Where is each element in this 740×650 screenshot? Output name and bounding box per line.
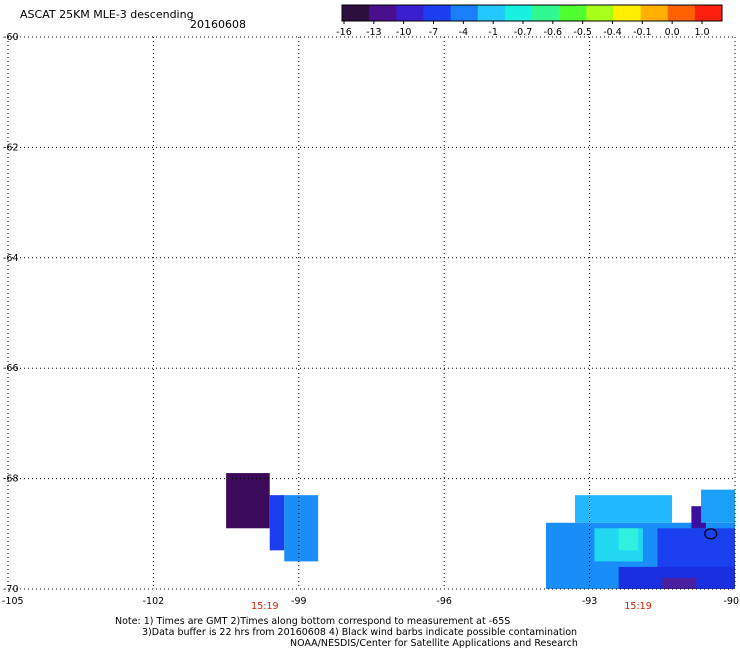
date-label: 20160608 bbox=[190, 18, 246, 31]
data-cell bbox=[618, 528, 639, 551]
colorbar-label: 0.0 bbox=[665, 27, 680, 38]
y-tick-label: -62 bbox=[3, 142, 19, 153]
colorbar-frame bbox=[341, 4, 723, 22]
colorbar-label: -1 bbox=[488, 27, 497, 38]
colorbar-segment bbox=[613, 5, 642, 21]
colorbar-segment bbox=[694, 5, 723, 21]
data-cell bbox=[618, 566, 735, 589]
y-tick-label: -66 bbox=[3, 363, 19, 374]
colorbar-segment bbox=[640, 5, 669, 21]
colorbar-label: -4 bbox=[459, 27, 468, 38]
colorbar-segment bbox=[396, 5, 424, 21]
y-tick-label: -60 bbox=[3, 32, 19, 43]
colorbar-label: -0.1 bbox=[633, 27, 652, 38]
time-label: 15:19 bbox=[251, 601, 278, 612]
x-tick-label: -90 bbox=[723, 596, 739, 607]
colorbar-label: -10 bbox=[396, 27, 412, 38]
colorbar-segment bbox=[477, 5, 506, 21]
data-cell bbox=[575, 495, 672, 523]
note-line-2: 3)Data buffer is 22 hrs from 20160608 4)… bbox=[142, 627, 578, 638]
colorbar-segment bbox=[450, 5, 479, 21]
x-tick-label: -96 bbox=[436, 596, 452, 607]
x-tick-label: -99 bbox=[291, 596, 307, 607]
x-tick-label: -93 bbox=[582, 596, 598, 607]
colorbar-segment bbox=[532, 5, 560, 21]
y-tick-label: -70 bbox=[3, 584, 19, 595]
y-tick-label: -64 bbox=[3, 253, 19, 264]
colorbar: -16 -13 -10 -7 -4 -1 -0.7 -0.6 -0.5 -0.4 -0.1 0.0 1.… bbox=[336, 4, 723, 38]
data-cell bbox=[269, 495, 285, 551]
data-cell bbox=[662, 577, 697, 589]
colorbar-segment bbox=[342, 5, 370, 21]
colorbar-segment bbox=[504, 5, 533, 21]
colorbar-label: -7 bbox=[429, 27, 438, 38]
y-tick-label: -68 bbox=[3, 474, 19, 485]
x-tick-label: -102 bbox=[143, 596, 165, 607]
colorbar-label: -0.5 bbox=[573, 27, 592, 38]
plot-area: -60 -62 -64 -66 -68 -70-105 -102 -99 -96 -93 -90 15… bbox=[2, 32, 739, 612]
colorbar-label: -13 bbox=[366, 27, 382, 38]
time-label: 15:19 bbox=[624, 601, 651, 612]
colorbar-label: 1.0 bbox=[694, 27, 709, 38]
wind-barb-marker bbox=[704, 528, 718, 540]
colorbar-segment bbox=[667, 5, 696, 21]
x-tick-label: -105 bbox=[2, 596, 24, 607]
colorbar-label: -0.4 bbox=[603, 27, 622, 38]
colorbar-label: -0.6 bbox=[544, 27, 563, 38]
colorbar-segment bbox=[369, 5, 397, 21]
colorbar-segment bbox=[586, 5, 614, 21]
colorbar-label: -0.7 bbox=[514, 27, 533, 38]
note-line-1: Note: 1) Times are GMT 2)Times along bot… bbox=[115, 616, 511, 627]
colorbar-segment bbox=[559, 5, 587, 21]
data-cell bbox=[284, 495, 319, 562]
colorbar-label: -16 bbox=[336, 27, 352, 38]
data-cell bbox=[226, 473, 270, 529]
colorbar-segment bbox=[423, 5, 452, 21]
page-title: ASCAT 25KM MLE-3 descending bbox=[20, 8, 194, 21]
note-line-3: NOAA/NESDIS/Center for Satellite Applica… bbox=[290, 638, 578, 649]
data-cell bbox=[701, 489, 735, 523]
